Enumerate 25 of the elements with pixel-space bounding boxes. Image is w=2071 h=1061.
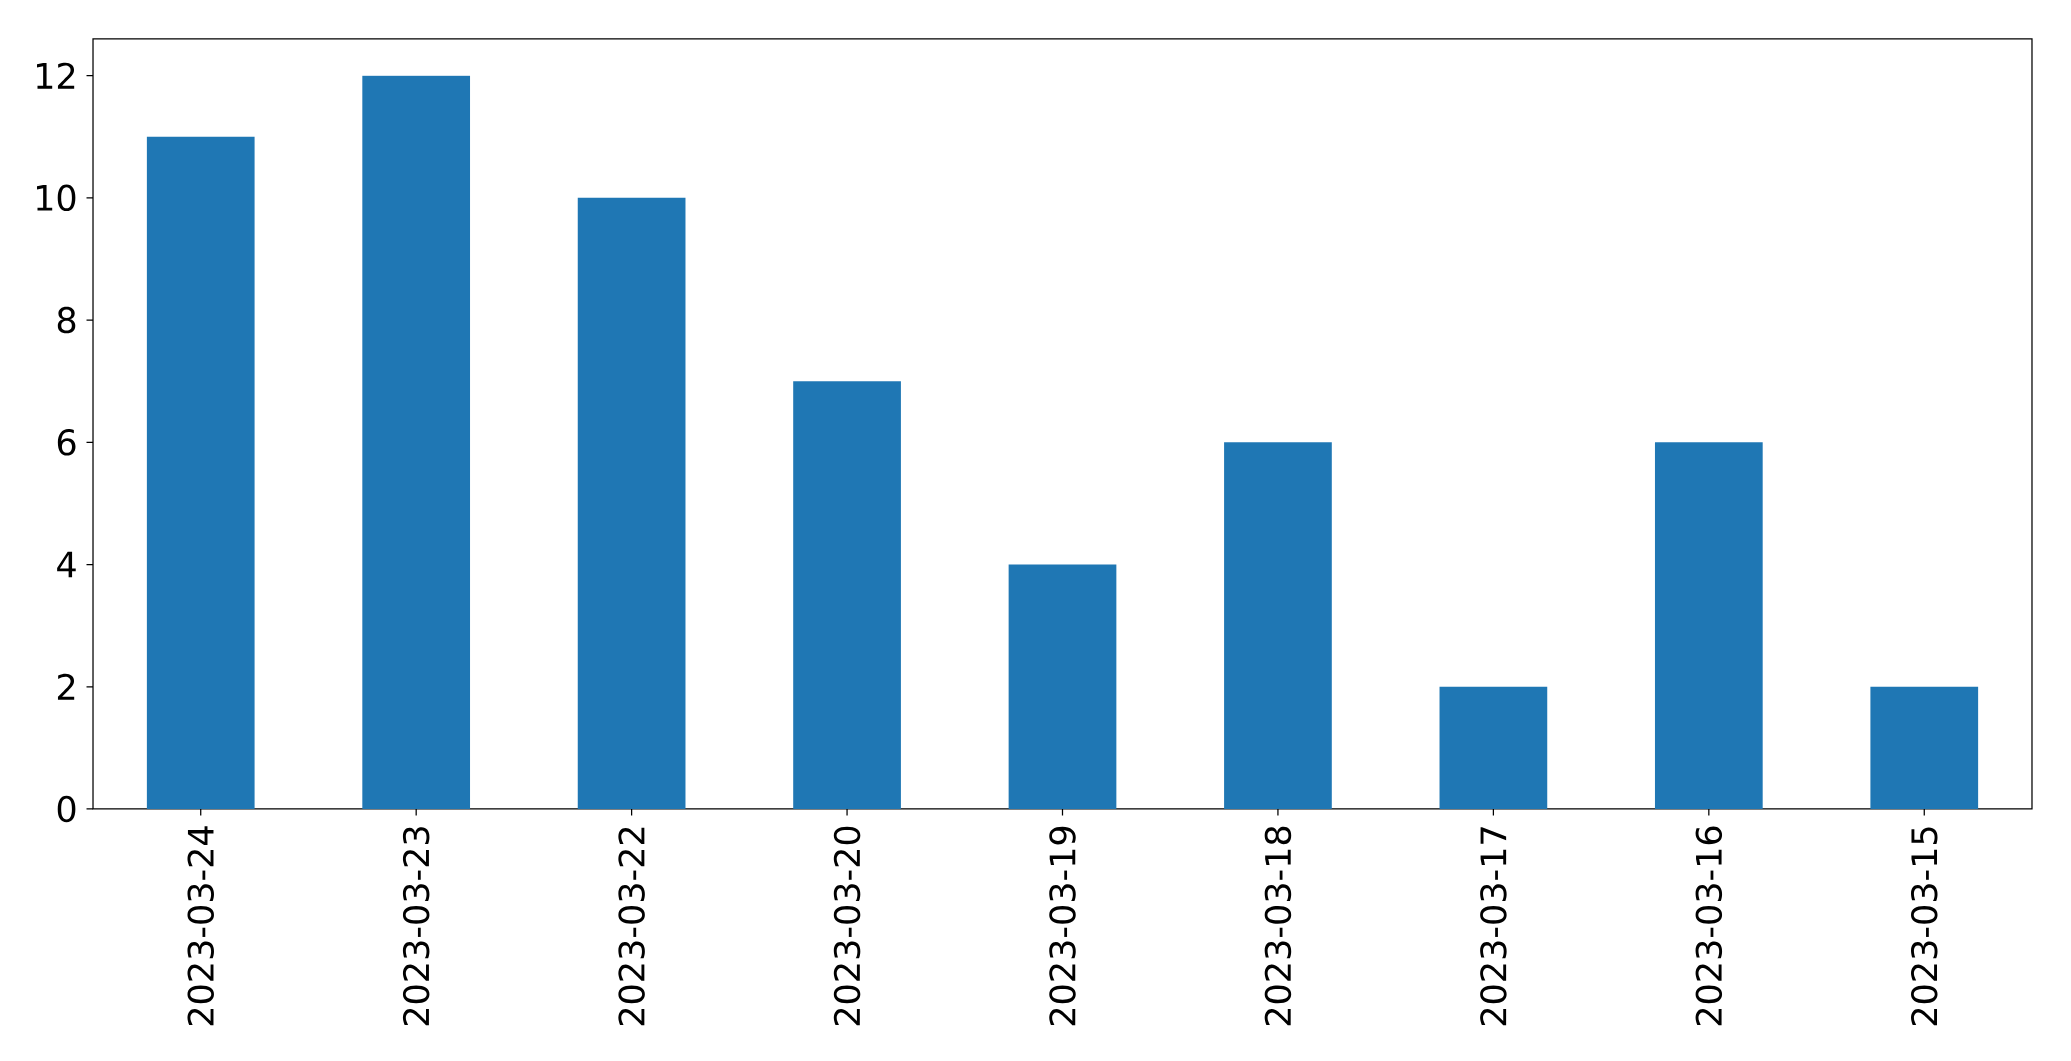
y-tick-label: 4: [57, 551, 76, 578]
x-tick-label: 2023-03-15: [1911, 827, 1938, 1026]
x-tick-label: 2023-03-18: [1264, 826, 1292, 1026]
bar: [362, 75, 471, 809]
y-tick-label: 2: [57, 673, 75, 700]
x-tick-label: 2023-03-24: [187, 826, 214, 1026]
x-tick-label: 2023-03-20: [833, 826, 861, 1026]
x-tick-label: 2023-03-17: [1480, 827, 1507, 1026]
bar: [1224, 442, 1332, 809]
y-tick-label: 0: [57, 795, 76, 823]
x-tick-label: 2023-03-19: [1049, 826, 1076, 1026]
y-tick-label: 8: [57, 306, 76, 334]
bar: [1008, 564, 1117, 809]
y-tick-label: 12: [36, 62, 75, 89]
bar: [146, 136, 255, 809]
y-tick-label: 10: [36, 184, 76, 212]
x-tick-label: 2023-03-23: [402, 827, 430, 1026]
x-tick-label: 2023-03-22: [618, 827, 645, 1026]
bar: [1439, 686, 1548, 809]
bar: [577, 197, 686, 809]
bar: [1870, 686, 1979, 809]
bar: [1654, 442, 1763, 809]
bar: [793, 381, 901, 809]
y-tick-label: 6: [57, 429, 76, 456]
x-tick-label: 2023-03-16: [1695, 826, 1723, 1026]
